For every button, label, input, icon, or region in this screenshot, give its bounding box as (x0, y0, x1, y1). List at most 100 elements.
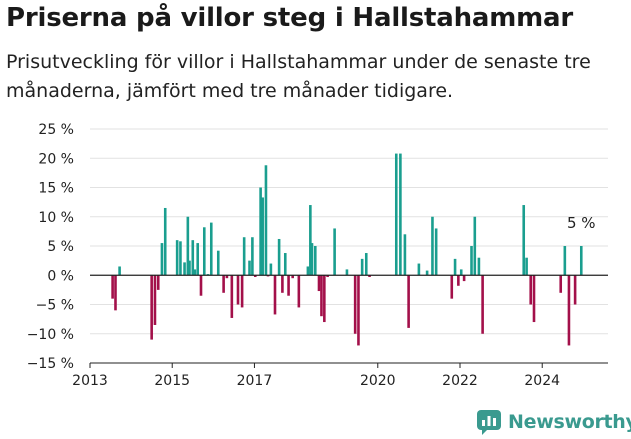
bar (403, 234, 407, 276)
bar (457, 275, 460, 286)
x-tick-label: 2013 (72, 373, 108, 389)
bar (532, 275, 536, 323)
bar (240, 275, 244, 308)
bar-layer (111, 153, 583, 346)
bar (364, 253, 368, 276)
bar (230, 275, 234, 318)
bar (459, 269, 463, 276)
x-tick-label: 2020 (360, 373, 396, 389)
bar (313, 246, 317, 276)
bar (431, 216, 434, 276)
bar (360, 258, 364, 276)
bar (248, 260, 251, 276)
bar (273, 275, 277, 315)
bar (242, 237, 246, 276)
bar (522, 205, 526, 276)
bar (196, 243, 200, 276)
bar (269, 263, 273, 276)
bar (216, 250, 220, 276)
bar (259, 187, 262, 276)
bar (310, 243, 314, 276)
chart-subtitle: Prisutveckling för villor i Hallstahamma… (6, 51, 591, 102)
bar (477, 257, 481, 276)
bar (573, 275, 577, 305)
bar (179, 241, 182, 276)
x-tick-label: 2022 (442, 373, 478, 389)
bar (297, 275, 301, 308)
bar (525, 257, 528, 276)
bar (186, 216, 190, 276)
bar (118, 266, 121, 276)
bar (111, 275, 114, 299)
bar (209, 222, 213, 276)
bar (320, 275, 323, 317)
bar (160, 243, 164, 276)
bar (199, 275, 203, 296)
bar (368, 275, 371, 278)
chart-title: Priserna på villor steg i Hallstahammar (6, 3, 574, 33)
bar (529, 275, 533, 305)
x-tick-label: 2017 (237, 373, 273, 389)
bar (462, 275, 466, 282)
bar (306, 266, 310, 276)
bar (163, 207, 167, 276)
y-tick-label: 20 % (38, 151, 74, 167)
bar (345, 269, 349, 276)
bar (453, 258, 457, 276)
bar (225, 275, 229, 279)
bar (326, 275, 329, 278)
grid-layer (90, 128, 608, 364)
bar (281, 275, 284, 293)
bar (264, 165, 268, 276)
bar (333, 228, 336, 276)
bar (579, 246, 583, 276)
bar (191, 240, 195, 276)
bar (287, 275, 290, 296)
bar (559, 275, 563, 293)
x-tick-label: 2015 (154, 373, 190, 389)
bar (567, 275, 571, 346)
bar (277, 238, 281, 276)
bar (150, 275, 153, 340)
y-tick-label: −10 % (27, 327, 74, 343)
bar (183, 262, 186, 276)
bar (175, 240, 179, 276)
bar (188, 260, 191, 276)
bar (253, 275, 257, 278)
brand-name: Newsworthy (508, 411, 631, 433)
bar (450, 275, 454, 299)
bar (473, 216, 477, 276)
bar (114, 275, 117, 311)
x-axis: 2013 2015 2017 2020 2022 2024 (72, 362, 608, 389)
bar (222, 275, 225, 293)
y-tick-label: −15 % (27, 356, 74, 372)
bar (417, 263, 421, 276)
bar (357, 275, 360, 346)
bar (434, 228, 438, 276)
bar (291, 275, 294, 279)
newsworthy-icon (477, 410, 501, 435)
y-tick-label: 15 % (38, 181, 74, 197)
bar (309, 205, 312, 276)
bar (236, 275, 240, 305)
bar (156, 275, 160, 290)
bar (425, 270, 429, 276)
bar (353, 275, 357, 334)
bar (481, 275, 484, 334)
y-tick-label: 5 % (47, 239, 74, 255)
bar (407, 275, 410, 328)
bar (399, 153, 402, 276)
bar (323, 275, 326, 323)
bar (317, 275, 321, 292)
bar (283, 253, 287, 276)
bar (153, 275, 157, 325)
y-tick-label: −5 % (36, 298, 74, 314)
y-tick-label: 0 % (47, 268, 74, 284)
x-tick-label: 2024 (524, 373, 560, 389)
bar (261, 197, 264, 276)
bar (563, 246, 567, 276)
y-tick-label: 25 % (38, 122, 74, 138)
y-tick-label: 10 % (38, 210, 74, 226)
latest-value-annotation: 5 % (567, 214, 596, 232)
